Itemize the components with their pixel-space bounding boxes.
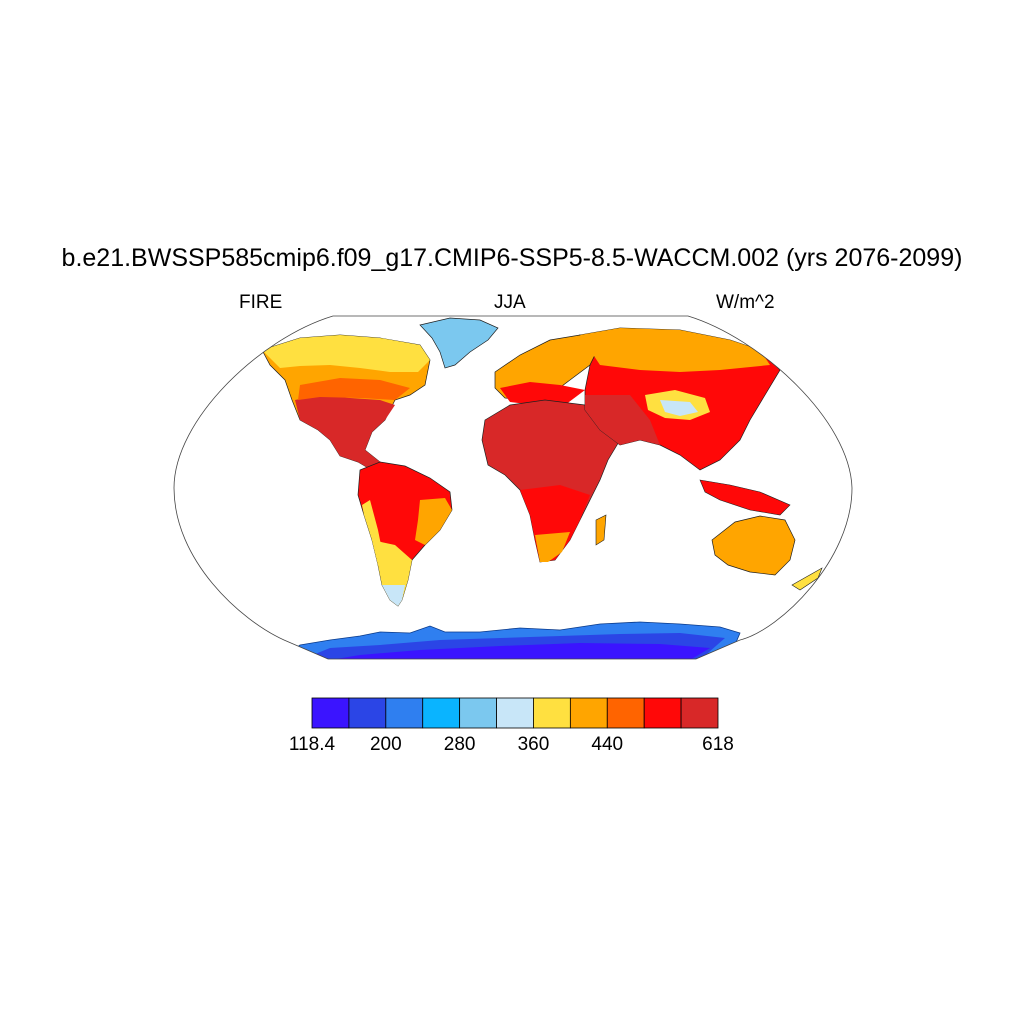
colorbar-swatch (459, 697, 497, 729)
australia-region (711, 515, 796, 576)
colorbar-tick-label: 280 (443, 734, 476, 755)
colorbar-swatch (680, 697, 719, 729)
season-label: JJA (494, 292, 526, 313)
madagascar-region (595, 514, 607, 546)
colorbar-tick-label: 618 (702, 734, 734, 755)
colorbar-swatch (348, 697, 387, 729)
antarctica-core (330, 643, 710, 659)
siberia-north (580, 328, 770, 372)
colorbar-swatch (606, 697, 645, 729)
colorbar-swatch (643, 697, 682, 729)
indonesia-region (699, 479, 791, 516)
variable-label: FIRE (239, 292, 283, 313)
north-america-south (295, 395, 395, 472)
colorbar-swatch (496, 697, 534, 729)
colorbar (311, 697, 719, 729)
north-america-north (262, 335, 430, 372)
tibet-core (660, 400, 698, 416)
plot-title: b.e21.BWSSP585cmip6.f09_g17.CMIP6-SSP5-8… (61, 244, 963, 272)
south-america-east (415, 498, 452, 545)
units-label: W/m^2 (716, 292, 775, 313)
colorbar-tick-label: 360 (517, 734, 550, 755)
colorbar-tick-label: 200 (369, 734, 402, 755)
colorbar-swatch (311, 697, 350, 729)
africa-tip (535, 532, 570, 562)
colorbar-swatch (569, 697, 608, 729)
south-america-tip (382, 585, 405, 606)
middle-east (585, 395, 660, 445)
colorbar-swatch (533, 697, 571, 729)
new-zealand-region (791, 567, 823, 591)
colorbar-tick-label: 440 (591, 734, 624, 755)
greenland-region (419, 317, 499, 369)
andes-strip (362, 500, 384, 565)
map-boundary (173, 315, 853, 660)
europe-south (500, 382, 585, 405)
colorbar-swatch (422, 697, 461, 729)
colorbar-tick-label: 118.4 (288, 734, 336, 755)
colorbar-swatch (385, 697, 424, 729)
north-america-mid (298, 378, 410, 400)
